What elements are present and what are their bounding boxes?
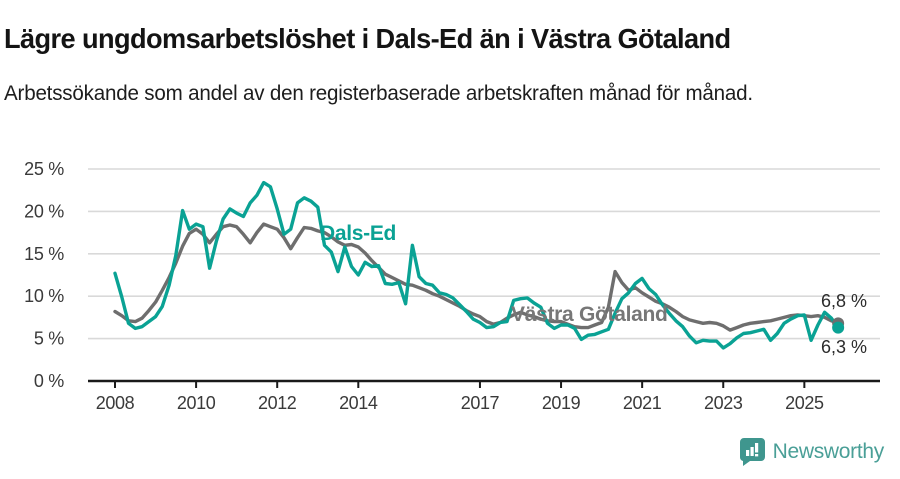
series-annotations: Västra Götaland 6,8 % Dals-Ed 6,3 % [320, 222, 867, 357]
series-line-dals-ed [113, 180, 840, 350]
chart-subtitle: Arbetssökande som andel av den registerb… [4, 82, 753, 105]
x-axis: 2008 2010 2012 2014 2017 2019 2021 2023 2025 [88, 379, 880, 413]
newsworthy-bubble-chart-icon [739, 438, 765, 466]
y-tick-label: 15 % [24, 244, 64, 264]
end-value-label: 6,3 % [821, 337, 867, 357]
series-lines [113, 180, 840, 350]
series-end-dot [832, 321, 845, 334]
x-tick-label: 2010 [177, 393, 216, 413]
gridlines [88, 168, 880, 340]
x-tick-label: 2019 [542, 393, 581, 413]
y-axis-labels: 0 % 5 % 10 % 15 % 20 % 25 % [24, 159, 64, 391]
x-tick-label: 2017 [461, 393, 500, 413]
y-tick-label: 10 % [24, 286, 64, 306]
y-tick-label: 25 % [24, 159, 64, 179]
series-label: Västra Götaland [511, 303, 668, 326]
newsworthy-logo[interactable]: Newsworthy [739, 437, 884, 466]
x-tick-label: 2025 [785, 393, 824, 413]
brand-name: Newsworthy [772, 439, 885, 463]
end-value-label: 6,8 % [821, 291, 867, 311]
chart-title: Lägre ungdomsarbetslöshet i Dals-Ed än i… [4, 22, 731, 54]
series-label: Dals-Ed [320, 222, 396, 245]
x-tick-label: 2023 [704, 393, 743, 413]
x-tick-label: 2014 [339, 393, 378, 413]
y-tick-label: 5 % [34, 329, 64, 349]
y-tick-label: 20 % [24, 201, 64, 221]
x-tick-label: 2021 [623, 393, 662, 413]
y-tick-label: 0 % [34, 371, 64, 391]
x-tick-label: 2008 [96, 393, 135, 413]
x-tick-label: 2012 [258, 393, 297, 413]
series-line-v-stra-g-taland [113, 222, 840, 332]
